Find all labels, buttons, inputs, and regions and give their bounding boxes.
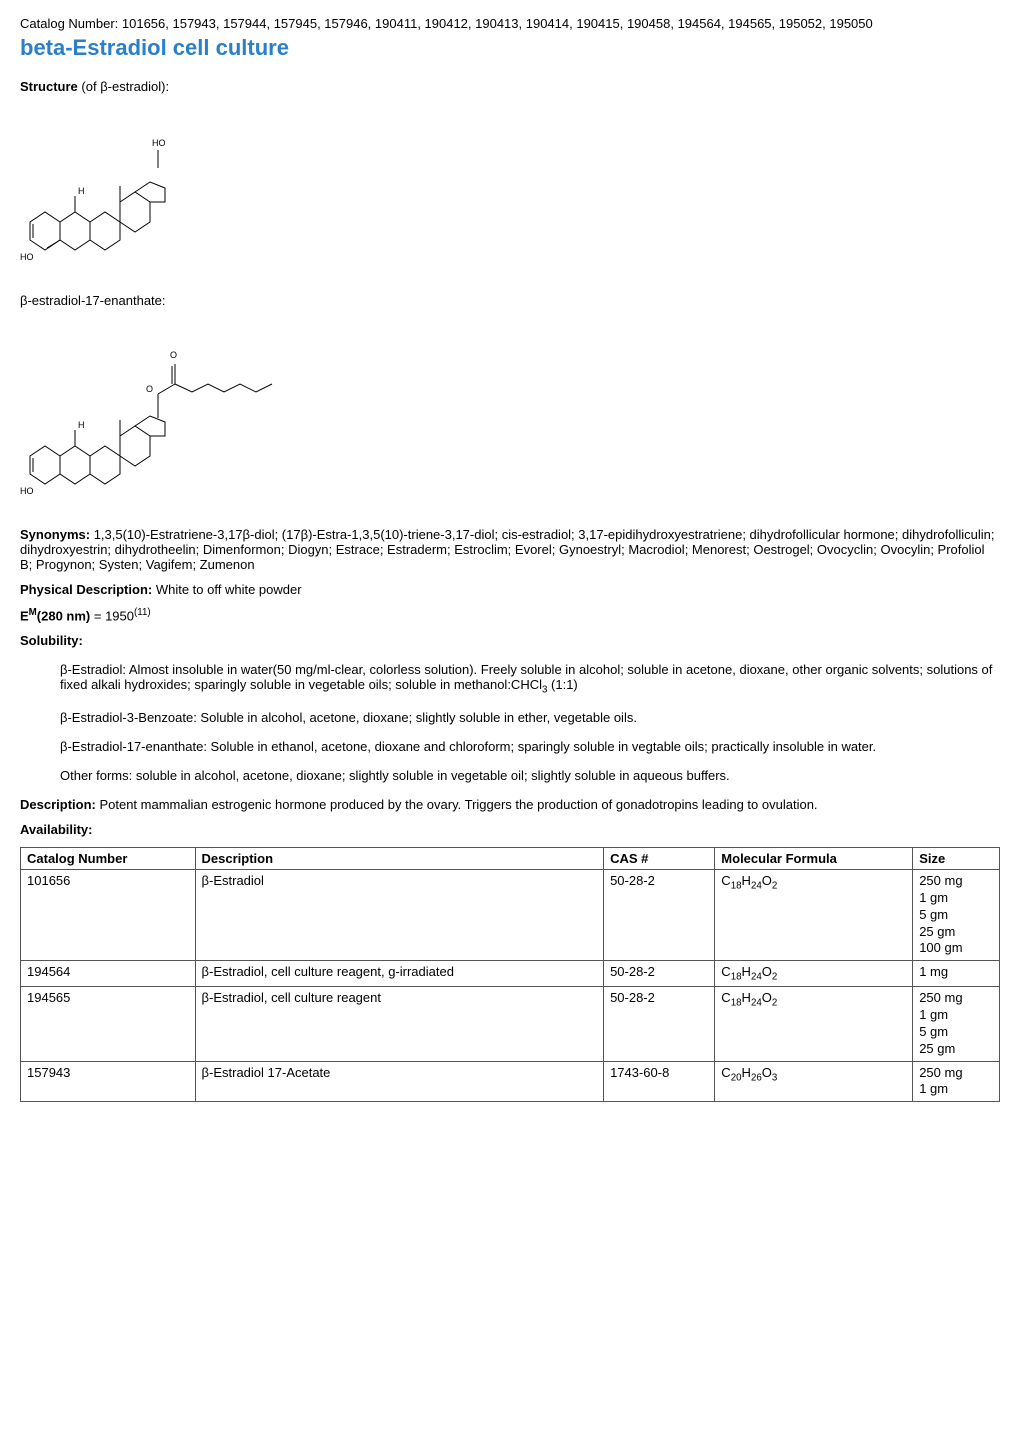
cell-size: 250 mg1 gm xyxy=(913,1061,1000,1102)
sol-p1a: β-Estradiol: Almost insoluble in water(5… xyxy=(60,662,992,692)
svg-text:HO: HO xyxy=(152,138,166,148)
sol-p1b: (1:1) xyxy=(547,677,577,692)
solubility-p2: β-Estradiol-3-Benzoate: Soluble in alcoh… xyxy=(60,710,1000,725)
cell-description: β-Estradiol, cell culture reagent, g-irr… xyxy=(195,961,604,987)
description-text: Potent mammalian estrogenic hormone prod… xyxy=(96,797,818,812)
physical-description-paragraph: Physical Description: White to off white… xyxy=(20,582,1000,597)
synonyms-text: 1,3,5(10)-Estratriene-3,17β-diol; (17β)-… xyxy=(20,527,995,572)
svg-text:O: O xyxy=(170,350,177,360)
cell-formula: C18H24O2 xyxy=(715,869,913,960)
svg-text:H: H xyxy=(78,420,85,430)
size-value: 1 gm xyxy=(919,890,993,907)
th-formula: Molecular Formula xyxy=(715,847,913,869)
solubility-p1: β-Estradiol: Almost insoluble in water(5… xyxy=(60,662,1000,696)
cell-catalog: 194564 xyxy=(21,961,196,987)
size-value: 1 gm xyxy=(919,1081,993,1098)
cell-size: 250 mg1 gm5 gm25 gm100 gm xyxy=(913,869,1000,960)
size-value: 250 mg xyxy=(919,1065,993,1082)
svg-text:O: O xyxy=(146,384,153,394)
size-value: 25 gm xyxy=(919,924,993,941)
cell-cas: 50-28-2 xyxy=(604,961,715,987)
structure-label: Structure xyxy=(20,79,78,94)
cell-cas: 50-28-2 xyxy=(604,986,715,1061)
solubility-block: β-Estradiol: Almost insoluble in water(5… xyxy=(20,662,1000,783)
th-description: Description xyxy=(195,847,604,869)
svg-text:HO: HO xyxy=(20,252,34,262)
table-row: 194565β-Estradiol, cell culture reagent5… xyxy=(21,986,1000,1061)
cell-formula: C18H24O2 xyxy=(715,986,913,1061)
cell-description: β-Estradiol 17-Acetate xyxy=(195,1061,604,1102)
enanthate-label: β-estradiol-17-enanthate: xyxy=(20,293,1000,308)
cell-formula: C20H26O3 xyxy=(715,1061,913,1102)
solubility-heading: Solubility: xyxy=(20,633,1000,648)
cell-cas: 1743-60-8 xyxy=(604,1061,715,1102)
physdesc-label: Physical Description: xyxy=(20,582,152,597)
availability-table: Catalog Number Description CAS # Molecul… xyxy=(20,847,1000,1102)
em-eq: = 1950 xyxy=(90,608,134,623)
em-line: EM(280 nm) = 1950(11) xyxy=(20,607,1000,623)
em-mid: (280 nm) xyxy=(37,608,90,623)
physdesc-text: White to off white powder xyxy=(152,582,301,597)
page-title: beta-Estradiol cell culture xyxy=(20,35,1000,61)
catalog-number-line: Catalog Number: 101656, 157943, 157944, … xyxy=(20,16,1000,31)
em-ref: (11) xyxy=(134,607,151,618)
cell-size: 250 mg1 gm5 gm25 gm xyxy=(913,986,1000,1061)
synonyms-label: Synonyms: xyxy=(20,527,90,542)
synonyms-paragraph: Synonyms: 1,3,5(10)-Estratriene-3,17β-di… xyxy=(20,527,1000,572)
size-value: 250 mg xyxy=(919,990,993,1007)
availability-label: Availability: xyxy=(20,822,92,837)
th-size: Size xyxy=(913,847,1000,869)
description-paragraph: Description: Potent mammalian estrogenic… xyxy=(20,797,1000,812)
availability-heading: Availability: xyxy=(20,822,1000,837)
size-value: 1 gm xyxy=(919,1007,993,1024)
cell-formula: C18H24O2 xyxy=(715,961,913,987)
table-row: 101656β-Estradiol50-28-2C18H24O2250 mg1 … xyxy=(21,869,1000,960)
em-sup: M xyxy=(29,607,37,618)
table-header-row: Catalog Number Description CAS # Molecul… xyxy=(21,847,1000,869)
cell-catalog: 101656 xyxy=(21,869,196,960)
table-row: 194564β-Estradiol, cell culture reagent,… xyxy=(21,961,1000,987)
size-value: 5 gm xyxy=(919,907,993,924)
cell-size: 1 mg xyxy=(913,961,1000,987)
size-value: 250 mg xyxy=(919,873,993,890)
solubility-p4: Other forms: soluble in alcohol, acetone… xyxy=(60,768,1000,783)
cell-catalog: 157943 xyxy=(21,1061,196,1102)
enanthate-structure-diagram: HO O O H xyxy=(20,324,1000,507)
size-value: 5 gm xyxy=(919,1024,993,1041)
description-label: Description: xyxy=(20,797,96,812)
size-value: 25 gm xyxy=(919,1041,993,1058)
th-cas: CAS # xyxy=(604,847,715,869)
solubility-label: Solubility: xyxy=(20,633,83,648)
cell-description: β-Estradiol, cell culture reagent xyxy=(195,986,604,1061)
structure-label-tail: (of β-estradiol): xyxy=(78,79,169,94)
solubility-p3: β-Estradiol-17-enanthate: Soluble in eth… xyxy=(60,739,1000,754)
size-value: 1 mg xyxy=(919,964,993,981)
th-catalog: Catalog Number xyxy=(21,847,196,869)
estradiol-structure-diagram: HO HO H xyxy=(20,110,1000,273)
cell-cas: 50-28-2 xyxy=(604,869,715,960)
size-value: 100 gm xyxy=(919,940,993,957)
table-row: 157943β-Estradiol 17-Acetate1743-60-8C20… xyxy=(21,1061,1000,1102)
svg-text:HO: HO xyxy=(20,486,34,496)
em-prefix: E xyxy=(20,608,29,623)
svg-text:H: H xyxy=(78,186,85,196)
cell-catalog: 194565 xyxy=(21,986,196,1061)
cell-description: β-Estradiol xyxy=(195,869,604,960)
structure-heading: Structure (of β-estradiol): xyxy=(20,79,1000,94)
